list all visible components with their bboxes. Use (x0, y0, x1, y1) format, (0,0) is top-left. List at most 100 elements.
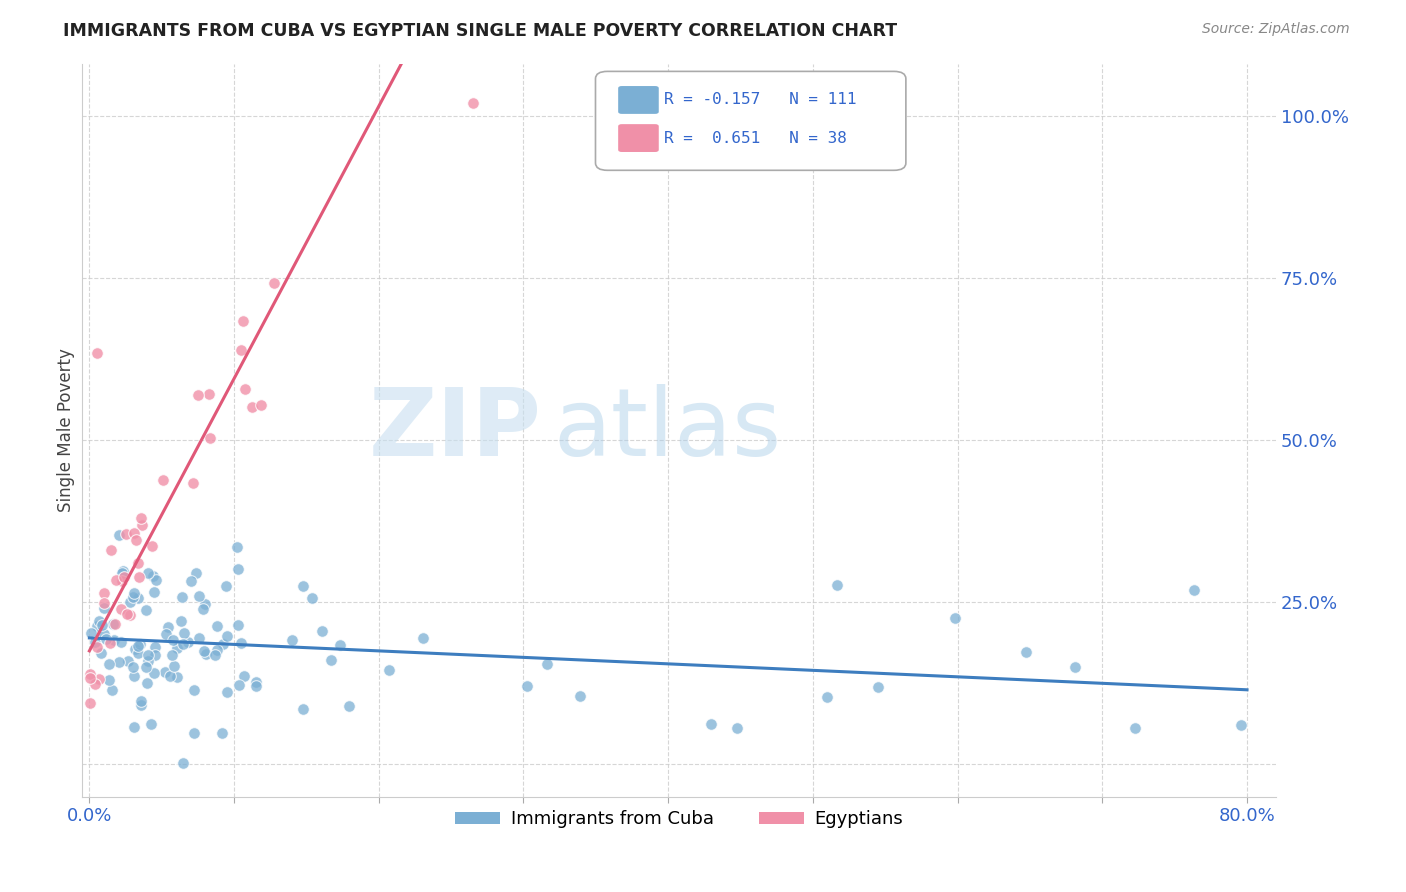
Point (205, 619, 228, 633)
Point (155, 627, 177, 641)
Point (225, 540, 247, 554)
Point (80, 625, 103, 640)
Point (172, 637, 194, 651)
Point (79, 671, 101, 685)
Point (98, 657, 121, 671)
Point (180, 574, 202, 588)
Point (128, 570, 150, 584)
Point (114, 527, 136, 541)
Point (131, 698, 153, 712)
Point (226, 618, 249, 632)
Point (100, 543, 122, 558)
Point (127, 591, 149, 605)
Point (100, 683, 122, 698)
Point (245, 675, 267, 690)
Point (725, 721, 748, 735)
Point (1182, 582, 1205, 597)
Point (93, 627, 115, 641)
Point (83, 634, 105, 648)
Point (111, 574, 134, 589)
Point (127, 646, 149, 660)
Point (97, 673, 120, 687)
Point (135, 660, 157, 674)
Point (108, 655, 131, 669)
Point (211, 726, 233, 740)
Point (329, 638, 352, 652)
Point (152, 473, 174, 487)
Point (159, 669, 181, 683)
Point (245, 679, 267, 693)
Point (101, 616, 124, 631)
Point (319, 653, 342, 667)
Point (217, 684, 239, 698)
Point (194, 597, 217, 611)
Point (129, 694, 152, 708)
Point (212, 637, 235, 651)
Point (815, 690, 838, 704)
Point (568, 690, 591, 704)
Point (378, 663, 401, 677)
Point (301, 591, 323, 605)
Point (98, 636, 121, 650)
Point (124, 642, 146, 657)
Point (232, 314, 254, 328)
Text: R = -0.157   N = 111: R = -0.157 N = 111 (664, 93, 856, 107)
Point (825, 578, 848, 592)
Point (91, 617, 114, 632)
Point (172, 756, 194, 770)
Point (231, 343, 253, 357)
Point (226, 562, 249, 576)
Point (229, 635, 252, 649)
Point (183, 725, 205, 739)
Point (157, 620, 180, 634)
Point (90, 646, 112, 660)
Point (228, 678, 250, 692)
FancyBboxPatch shape (596, 71, 905, 170)
Point (111, 564, 134, 578)
Point (83, 677, 105, 691)
Point (118, 607, 141, 622)
Point (79, 696, 101, 710)
Point (198, 431, 221, 445)
Point (122, 720, 145, 734)
Point (141, 717, 163, 731)
Point (104, 617, 127, 632)
Point (124, 525, 146, 540)
Point (515, 680, 537, 694)
Point (135, 603, 157, 617)
Point (103, 633, 125, 648)
Point (117, 607, 139, 622)
Point (89, 614, 111, 628)
Point (129, 637, 152, 651)
Point (291, 579, 314, 593)
Point (125, 533, 148, 547)
Point (142, 568, 165, 582)
Point (193, 644, 215, 658)
Point (145, 573, 167, 587)
Point (111, 566, 134, 581)
Point (173, 626, 195, 640)
Point (124, 668, 146, 682)
Point (79, 666, 101, 681)
Text: Source: ZipAtlas.com: Source: ZipAtlas.com (1202, 22, 1350, 37)
Point (160, 648, 183, 663)
Point (112, 570, 135, 584)
Point (233, 382, 256, 396)
Point (536, 657, 558, 672)
Point (172, 590, 194, 604)
Point (162, 633, 184, 648)
Point (1229, 718, 1251, 732)
Point (181, 475, 204, 490)
Point (188, 589, 211, 603)
Point (136, 676, 159, 690)
Point (866, 680, 889, 694)
Text: R =  0.651   N = 38: R = 0.651 N = 38 (664, 130, 846, 145)
Point (292, 702, 315, 716)
Point (191, 602, 214, 616)
Point (281, 632, 304, 647)
Point (131, 517, 153, 532)
Text: atlas: atlas (554, 384, 782, 476)
Point (142, 585, 165, 599)
Point (207, 643, 229, 657)
Point (118, 595, 141, 609)
